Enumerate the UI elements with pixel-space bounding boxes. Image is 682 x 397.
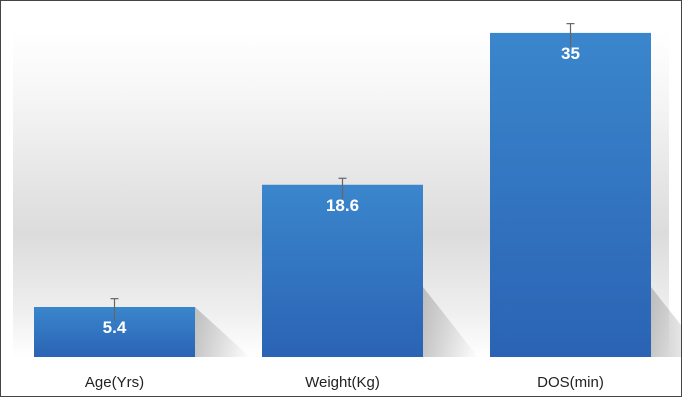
bar-shadow [651, 287, 681, 357]
x-tick-label-2: DOS(min) [537, 374, 604, 391]
bar-shadow [423, 287, 478, 357]
data-label-0: 5.4 [103, 318, 127, 337]
data-label-2: 35 [561, 44, 580, 63]
bar-2 [490, 32, 651, 357]
x-tick-label-0: Age(Yrs) [85, 374, 144, 391]
bar-shadow [195, 306, 250, 357]
bar-1 [262, 184, 423, 357]
data-label-1: 18.6 [326, 196, 359, 215]
x-tick-label-1: Weight(Kg) [305, 374, 380, 391]
